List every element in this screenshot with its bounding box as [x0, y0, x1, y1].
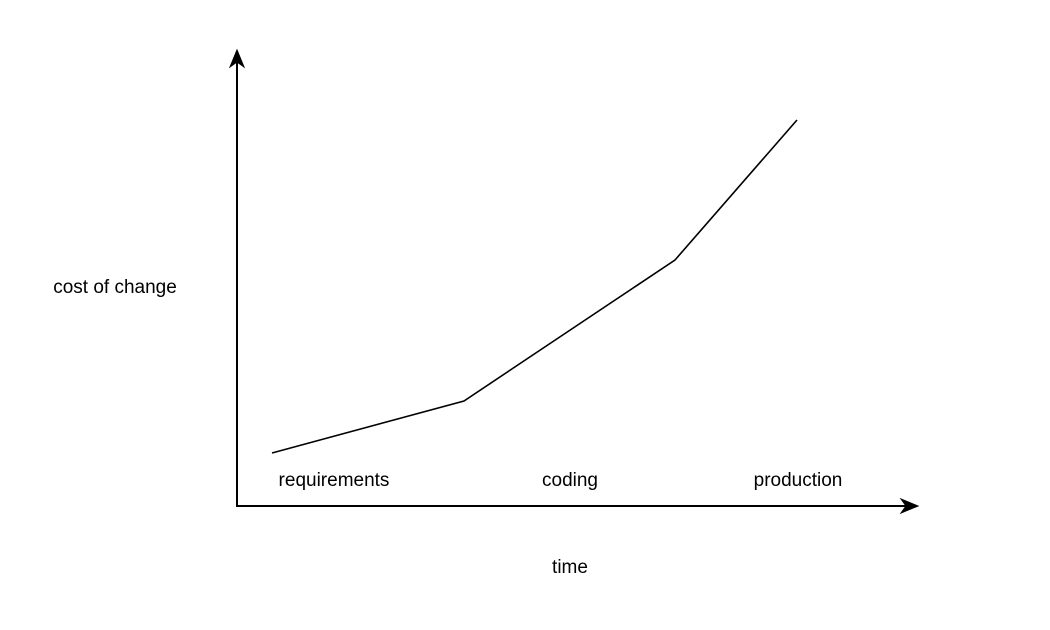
- phase-label-requirements: requirements: [279, 470, 390, 491]
- cost-curve: [271, 119, 798, 454]
- y-axis-label: cost of change: [53, 277, 177, 298]
- x-axis-label: time: [552, 557, 588, 578]
- y-axis-arrowhead: [228, 48, 246, 69]
- x-axis-arrowhead: [899, 497, 920, 515]
- phase-label-production: production: [754, 470, 843, 491]
- phase-label-coding: coding: [542, 470, 598, 491]
